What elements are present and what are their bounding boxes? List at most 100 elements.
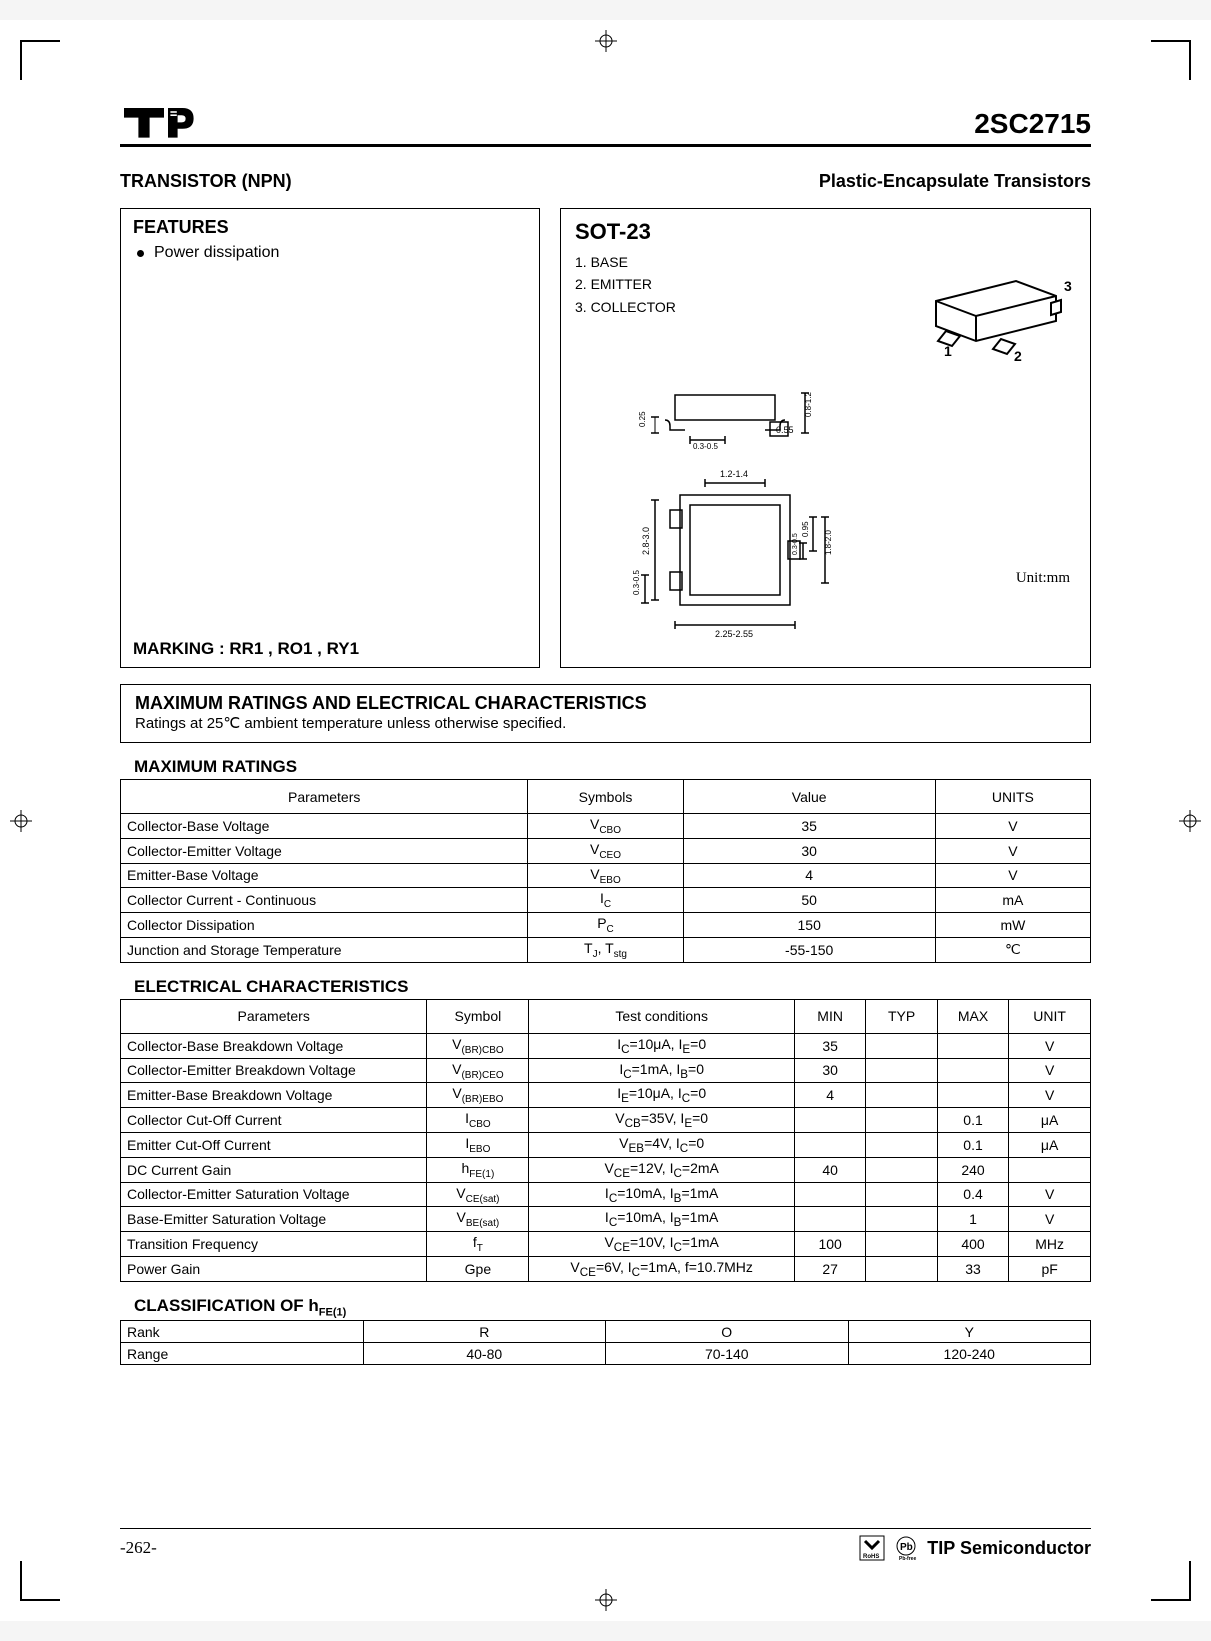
registration-mark-icon xyxy=(10,810,32,832)
cell-value: 50 xyxy=(683,888,935,913)
feature-text: Power dissipation xyxy=(154,244,279,262)
table-row: Emitter-Base VoltageVEBO4V xyxy=(121,863,1091,888)
table-row: Emitter Cut-Off CurrentIEBOVEB=4V, IC=00… xyxy=(121,1132,1091,1157)
cell-unit xyxy=(1009,1157,1091,1182)
cell-unit: V xyxy=(935,814,1090,839)
cell-symbol: VBE(sat) xyxy=(427,1207,529,1232)
svg-text:RoHS: RoHS xyxy=(863,1554,879,1560)
cell-min xyxy=(794,1108,865,1133)
svg-text:3: 3 xyxy=(1064,278,1072,294)
cell-value: 30 xyxy=(683,838,935,863)
ratings-title: MAXIMUM RATINGS AND ELECTRICAL CHARACTER… xyxy=(135,693,1076,714)
cell-typ xyxy=(866,1033,937,1058)
col-header: Parameters xyxy=(121,999,427,1033)
cell-min: 100 xyxy=(794,1232,865,1257)
cell-param: Collector-Emitter Voltage xyxy=(121,838,528,863)
svg-text:0.3-0.5: 0.3-0.5 xyxy=(792,533,799,555)
cell-unit: V xyxy=(1009,1207,1091,1232)
cell-value: 70-140 xyxy=(606,1343,849,1365)
package-name: SOT-23 xyxy=(575,219,1076,245)
cell-unit: V xyxy=(1009,1033,1091,1058)
col-header: Value xyxy=(683,780,935,814)
classification-table: RankROYRange40-8070-140120-240 xyxy=(120,1320,1091,1365)
svg-text:2.25-2.55: 2.25-2.55 xyxy=(715,629,753,639)
pbfree-badge-icon: PbPb-free xyxy=(893,1535,919,1561)
cell-min xyxy=(794,1207,865,1232)
pin-item: 2. EMITTER xyxy=(575,273,676,295)
col-header: Test conditions xyxy=(529,999,794,1033)
cell-max: 33 xyxy=(937,1256,1008,1281)
cell-unit: V xyxy=(935,863,1090,888)
cell-param: Emitter-Base Voltage xyxy=(121,863,528,888)
table-row: Collector-Base Breakdown VoltageV(BR)CBO… xyxy=(121,1033,1091,1058)
cell-value: 35 xyxy=(683,814,935,839)
feature-item: Power dissipation xyxy=(137,244,527,262)
svg-text:0.25: 0.25 xyxy=(638,411,647,427)
cell-typ xyxy=(866,1083,937,1108)
cell-conditions: VCB=35V, IE=0 xyxy=(529,1108,794,1133)
cell-max: 240 xyxy=(937,1157,1008,1182)
table-row: Collector-Emitter Breakdown VoltageV(BR)… xyxy=(121,1058,1091,1083)
cell-max: 0.1 xyxy=(937,1132,1008,1157)
cell-typ xyxy=(866,1256,937,1281)
cell-symbol: TJ, Tstg xyxy=(528,937,683,962)
cell-param: Transition Frequency xyxy=(121,1232,427,1257)
col-header: UNITS xyxy=(935,780,1090,814)
cell-symbol: Gpe xyxy=(427,1256,529,1281)
cell-unit: V xyxy=(1009,1058,1091,1083)
table-row: Collector Cut-Off CurrentICBOVCB=35V, IE… xyxy=(121,1108,1091,1133)
svg-text:0.95: 0.95 xyxy=(801,521,810,537)
cell-typ xyxy=(866,1132,937,1157)
registration-mark-icon xyxy=(595,30,617,52)
cell-unit: mA xyxy=(935,888,1090,913)
table-row: Range40-8070-140120-240 xyxy=(121,1343,1091,1365)
cell-param: Collector-Emitter Saturation Voltage xyxy=(121,1182,427,1207)
cell-symbol: VCE(sat) xyxy=(427,1182,529,1207)
cell-min xyxy=(794,1182,865,1207)
col-header: UNIT xyxy=(1009,999,1091,1033)
col-header: Parameters xyxy=(121,780,528,814)
cell-min: 27 xyxy=(794,1256,865,1281)
crop-mark xyxy=(20,1561,22,1601)
cell-label: Rank xyxy=(121,1321,364,1343)
cell-symbol: VCBO xyxy=(528,814,683,839)
features-box: FEATURES Power dissipation MARKING : RR1… xyxy=(120,208,540,668)
table-row: DC Current GainhFE(1)VCE=12V, IC=2mA4024… xyxy=(121,1157,1091,1182)
feature-package-row: FEATURES Power dissipation MARKING : RR1… xyxy=(120,208,1091,668)
pin-item: 1. BASE xyxy=(575,251,676,273)
cell-max xyxy=(937,1033,1008,1058)
cell-conditions: IC=1mA, IB=0 xyxy=(529,1058,794,1083)
cell-param: Collector Cut-Off Current xyxy=(121,1108,427,1133)
cell-typ xyxy=(866,1232,937,1257)
cell-unit: μA xyxy=(1009,1132,1091,1157)
cell-min: 4 xyxy=(794,1083,865,1108)
table-row: Emitter-Base Breakdown VoltageV(BR)EBOIE… xyxy=(121,1083,1091,1108)
cell-unit: ℃ xyxy=(935,937,1090,962)
unit-label: Unit:mm xyxy=(1016,570,1070,587)
table-row: Collector-Emitter Saturation VoltageVCE(… xyxy=(121,1182,1091,1207)
svg-text:1.2-1.4: 1.2-1.4 xyxy=(720,469,748,479)
cell-max xyxy=(937,1058,1008,1083)
logo-icon xyxy=(120,100,200,140)
cell-value: 4 xyxy=(683,863,935,888)
cell-typ xyxy=(866,1058,937,1083)
cell-symbol: ICBO xyxy=(427,1108,529,1133)
cell-typ xyxy=(866,1108,937,1133)
classification-title: CLASSIFICATION OF hFE(1) xyxy=(134,1296,1091,1318)
cell-unit: V xyxy=(1009,1182,1091,1207)
cell-unit: pF xyxy=(1009,1256,1091,1281)
cell-symbol: V(BR)CEO xyxy=(427,1058,529,1083)
cell-unit: μA xyxy=(1009,1108,1091,1133)
table-row: Transition FrequencyfTVCE=10V, IC=1mA100… xyxy=(121,1232,1091,1257)
cell-symbol: VCEO xyxy=(528,838,683,863)
cell-unit: V xyxy=(1009,1083,1091,1108)
bullet-icon xyxy=(137,250,144,257)
cell-value: R xyxy=(363,1321,606,1343)
cell-symbol: fT xyxy=(427,1232,529,1257)
cell-value: 40-80 xyxy=(363,1343,606,1365)
cell-value: 120-240 xyxy=(848,1343,1091,1365)
cell-conditions: VEB=4V, IC=0 xyxy=(529,1132,794,1157)
pin-list: 1. BASE 2. EMITTER 3. COLLECTOR xyxy=(575,251,676,351)
package-iso-view-icon: 1 2 3 xyxy=(906,251,1076,361)
cell-param: Emitter-Base Breakdown Voltage xyxy=(121,1083,427,1108)
